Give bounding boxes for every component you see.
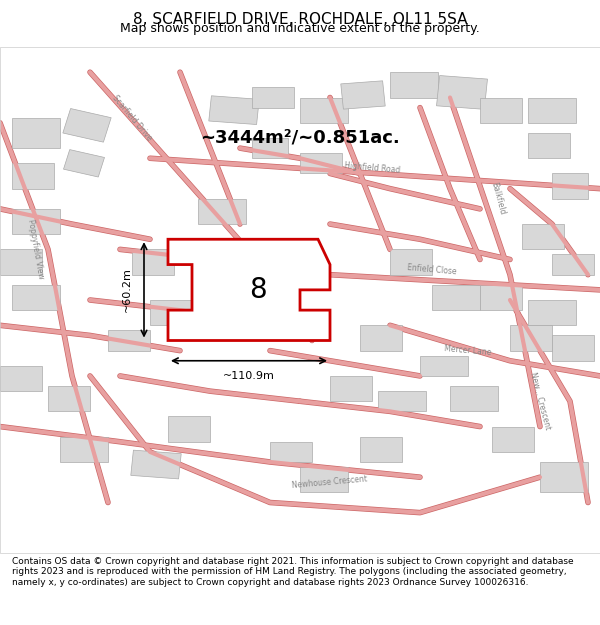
Bar <box>108 331 150 351</box>
Text: Contains OS data © Crown copyright and database right 2021. This information is : Contains OS data © Crown copyright and d… <box>12 557 574 586</box>
Text: Enfield Close: Enfield Close <box>407 263 457 276</box>
Bar <box>300 467 348 492</box>
Text: Map shows position and indicative extent of the property.: Map shows position and indicative extent… <box>120 22 480 35</box>
Text: ~3444m²/~0.851ac.: ~3444m²/~0.851ac. <box>200 129 400 147</box>
Bar <box>540 462 588 492</box>
Bar <box>132 249 174 275</box>
Bar <box>480 98 522 122</box>
Bar <box>390 72 438 98</box>
Bar <box>209 96 259 124</box>
Bar <box>510 325 552 351</box>
Bar <box>12 163 54 189</box>
Bar <box>330 376 372 401</box>
Bar <box>252 88 294 108</box>
Bar <box>300 153 342 173</box>
Bar <box>198 199 246 224</box>
Bar <box>341 81 385 109</box>
Bar <box>480 285 522 310</box>
Text: Highfield Road: Highfield Road <box>344 161 400 175</box>
Text: 8, SCARFIELD DRIVE, ROCHDALE, OL11 5SA: 8, SCARFIELD DRIVE, ROCHDALE, OL11 5SA <box>133 12 467 27</box>
Bar <box>64 149 104 177</box>
Text: ~110.9m: ~110.9m <box>223 371 275 381</box>
Bar <box>270 442 312 462</box>
Text: ~60.2m: ~60.2m <box>122 268 132 312</box>
Bar <box>492 426 534 452</box>
Bar <box>252 138 288 158</box>
Bar <box>12 209 60 234</box>
Bar <box>300 98 348 122</box>
Bar <box>437 76 487 109</box>
Bar <box>552 336 594 361</box>
Bar <box>12 118 60 148</box>
Bar <box>552 173 588 199</box>
Bar <box>360 325 402 351</box>
Bar <box>528 98 576 122</box>
Text: 8: 8 <box>249 276 267 304</box>
Bar <box>450 386 498 411</box>
Bar <box>528 133 570 158</box>
Bar <box>420 356 468 376</box>
Polygon shape <box>168 239 330 341</box>
Text: Scarfield Drive: Scarfield Drive <box>110 93 154 142</box>
Bar <box>48 386 90 411</box>
Bar <box>432 285 480 310</box>
Bar <box>0 366 42 391</box>
Text: Mercer Lane: Mercer Lane <box>444 344 492 357</box>
Bar <box>360 437 402 462</box>
Text: Newhouse Crescent: Newhouse Crescent <box>292 474 368 490</box>
Text: New... Crescent: New... Crescent <box>528 371 552 431</box>
Text: Poppyfield View: Poppyfield View <box>26 219 46 280</box>
Bar <box>552 254 594 275</box>
Bar <box>131 450 181 479</box>
Bar <box>60 437 108 462</box>
Bar <box>12 285 60 310</box>
Bar <box>150 300 198 325</box>
Bar <box>0 249 42 275</box>
Bar <box>168 416 210 442</box>
Bar <box>63 109 111 142</box>
Bar <box>378 391 426 411</box>
Bar <box>522 224 564 249</box>
Bar <box>390 249 432 275</box>
Text: Balkfield: Balkfield <box>490 181 506 216</box>
Bar <box>528 300 576 325</box>
